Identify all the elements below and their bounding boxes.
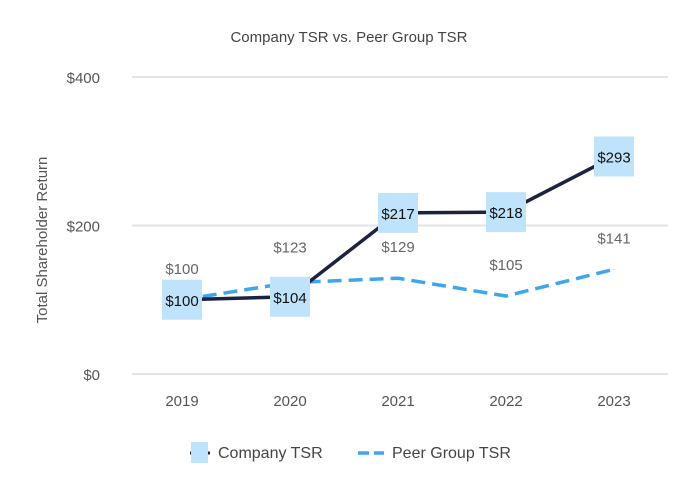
legend-item-company: Company TSR xyxy=(190,442,323,463)
company-data-label-2019: $100 xyxy=(165,293,198,310)
y-axis-label: Total Shareholder Return xyxy=(34,157,51,324)
legend-company-swatch xyxy=(191,442,208,463)
peer-point-2023 xyxy=(613,268,615,270)
x-tick-2019: 2019 xyxy=(165,393,198,410)
peer-data-label-2021: $129 xyxy=(381,239,414,256)
x-tick-2023: 2023 xyxy=(597,393,630,410)
company-marker-2019 xyxy=(162,279,202,320)
legend-company-label: Company TSR xyxy=(218,445,323,462)
company-marker-2020 xyxy=(270,276,310,317)
company-data-label-2022: $218 xyxy=(489,205,522,222)
company-data-label-2023: $293 xyxy=(597,149,630,166)
company-marker-2021 xyxy=(378,192,418,233)
legend-peer-label: Peer Group TSR xyxy=(392,445,511,462)
company-data-label-2020: $104 xyxy=(273,290,306,307)
y-tick-0: $0 xyxy=(83,367,100,384)
peer-group-series: $100 $123 $129 $105 $141 xyxy=(165,230,631,302)
y-tick-200: $200 xyxy=(67,219,100,236)
legend: Company TSR Peer Group TSR xyxy=(190,442,511,463)
peer-data-label-2019: $100 xyxy=(165,261,198,278)
company-series: $100 $104 $217 $218 $293 xyxy=(162,136,634,320)
x-axis-ticks: 2019 2020 2021 2022 2023 xyxy=(165,393,630,410)
peer-data-label-2020: $123 xyxy=(273,240,306,257)
x-tick-2020: 2020 xyxy=(273,393,306,410)
peer-group-line xyxy=(181,267,615,302)
y-tick-400: $400 xyxy=(67,70,100,87)
peer-data-label-2022: $105 xyxy=(489,257,522,274)
legend-item-peer: Peer Group TSR xyxy=(358,445,511,462)
x-tick-2021: 2021 xyxy=(381,393,414,410)
peer-point-2021 xyxy=(397,277,399,279)
x-tick-2022: 2022 xyxy=(489,393,522,410)
chart-title: Company TSR vs. Peer Group TSR xyxy=(230,29,467,46)
peer-point-2022 xyxy=(505,295,507,297)
peer-data-label-2023: $141 xyxy=(597,230,630,247)
company-marker-2023 xyxy=(594,136,634,177)
company-marker-2022 xyxy=(486,192,526,233)
company-data-label-2021: $217 xyxy=(381,206,414,223)
y-axis-ticks: $0 $200 $400 xyxy=(67,70,100,384)
